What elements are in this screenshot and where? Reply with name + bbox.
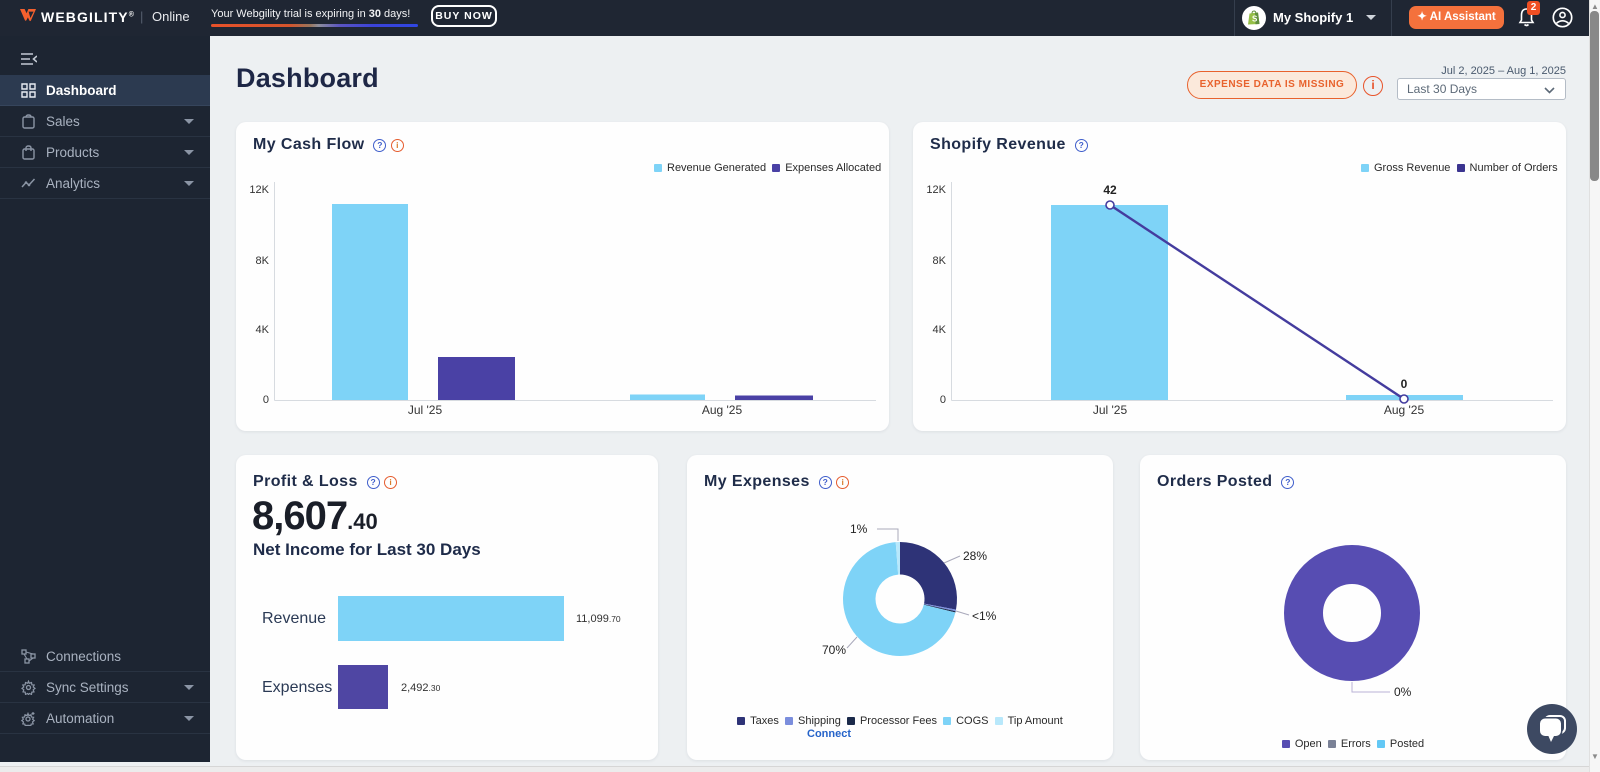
svg-text:<1%: <1% bbox=[972, 609, 997, 623]
svg-text:4K: 4K bbox=[933, 324, 947, 336]
svg-text:0: 0 bbox=[940, 394, 946, 406]
svg-text:70%: 70% bbox=[822, 643, 846, 657]
svg-text:12K: 12K bbox=[926, 184, 946, 196]
svg-text:0: 0 bbox=[1401, 377, 1408, 391]
svg-text:8K: 8K bbox=[256, 255, 270, 267]
svg-text:4K: 4K bbox=[256, 324, 270, 336]
svg-text:8K: 8K bbox=[933, 255, 947, 267]
svg-text:28%: 28% bbox=[963, 549, 987, 563]
svg-text:1%: 1% bbox=[850, 522, 868, 536]
svg-text:Aug '25: Aug '25 bbox=[1384, 403, 1425, 417]
svg-text:S: S bbox=[1252, 15, 1258, 24]
svg-text:42: 42 bbox=[1103, 183, 1117, 197]
svg-text:0%: 0% bbox=[1394, 685, 1412, 699]
svg-text:Jul '25: Jul '25 bbox=[1093, 403, 1128, 417]
svg-text:12K: 12K bbox=[249, 184, 269, 196]
svg-text:0: 0 bbox=[263, 394, 269, 406]
svg-text:Jul '25: Jul '25 bbox=[408, 403, 443, 417]
svg-text:Aug '25: Aug '25 bbox=[702, 403, 743, 417]
